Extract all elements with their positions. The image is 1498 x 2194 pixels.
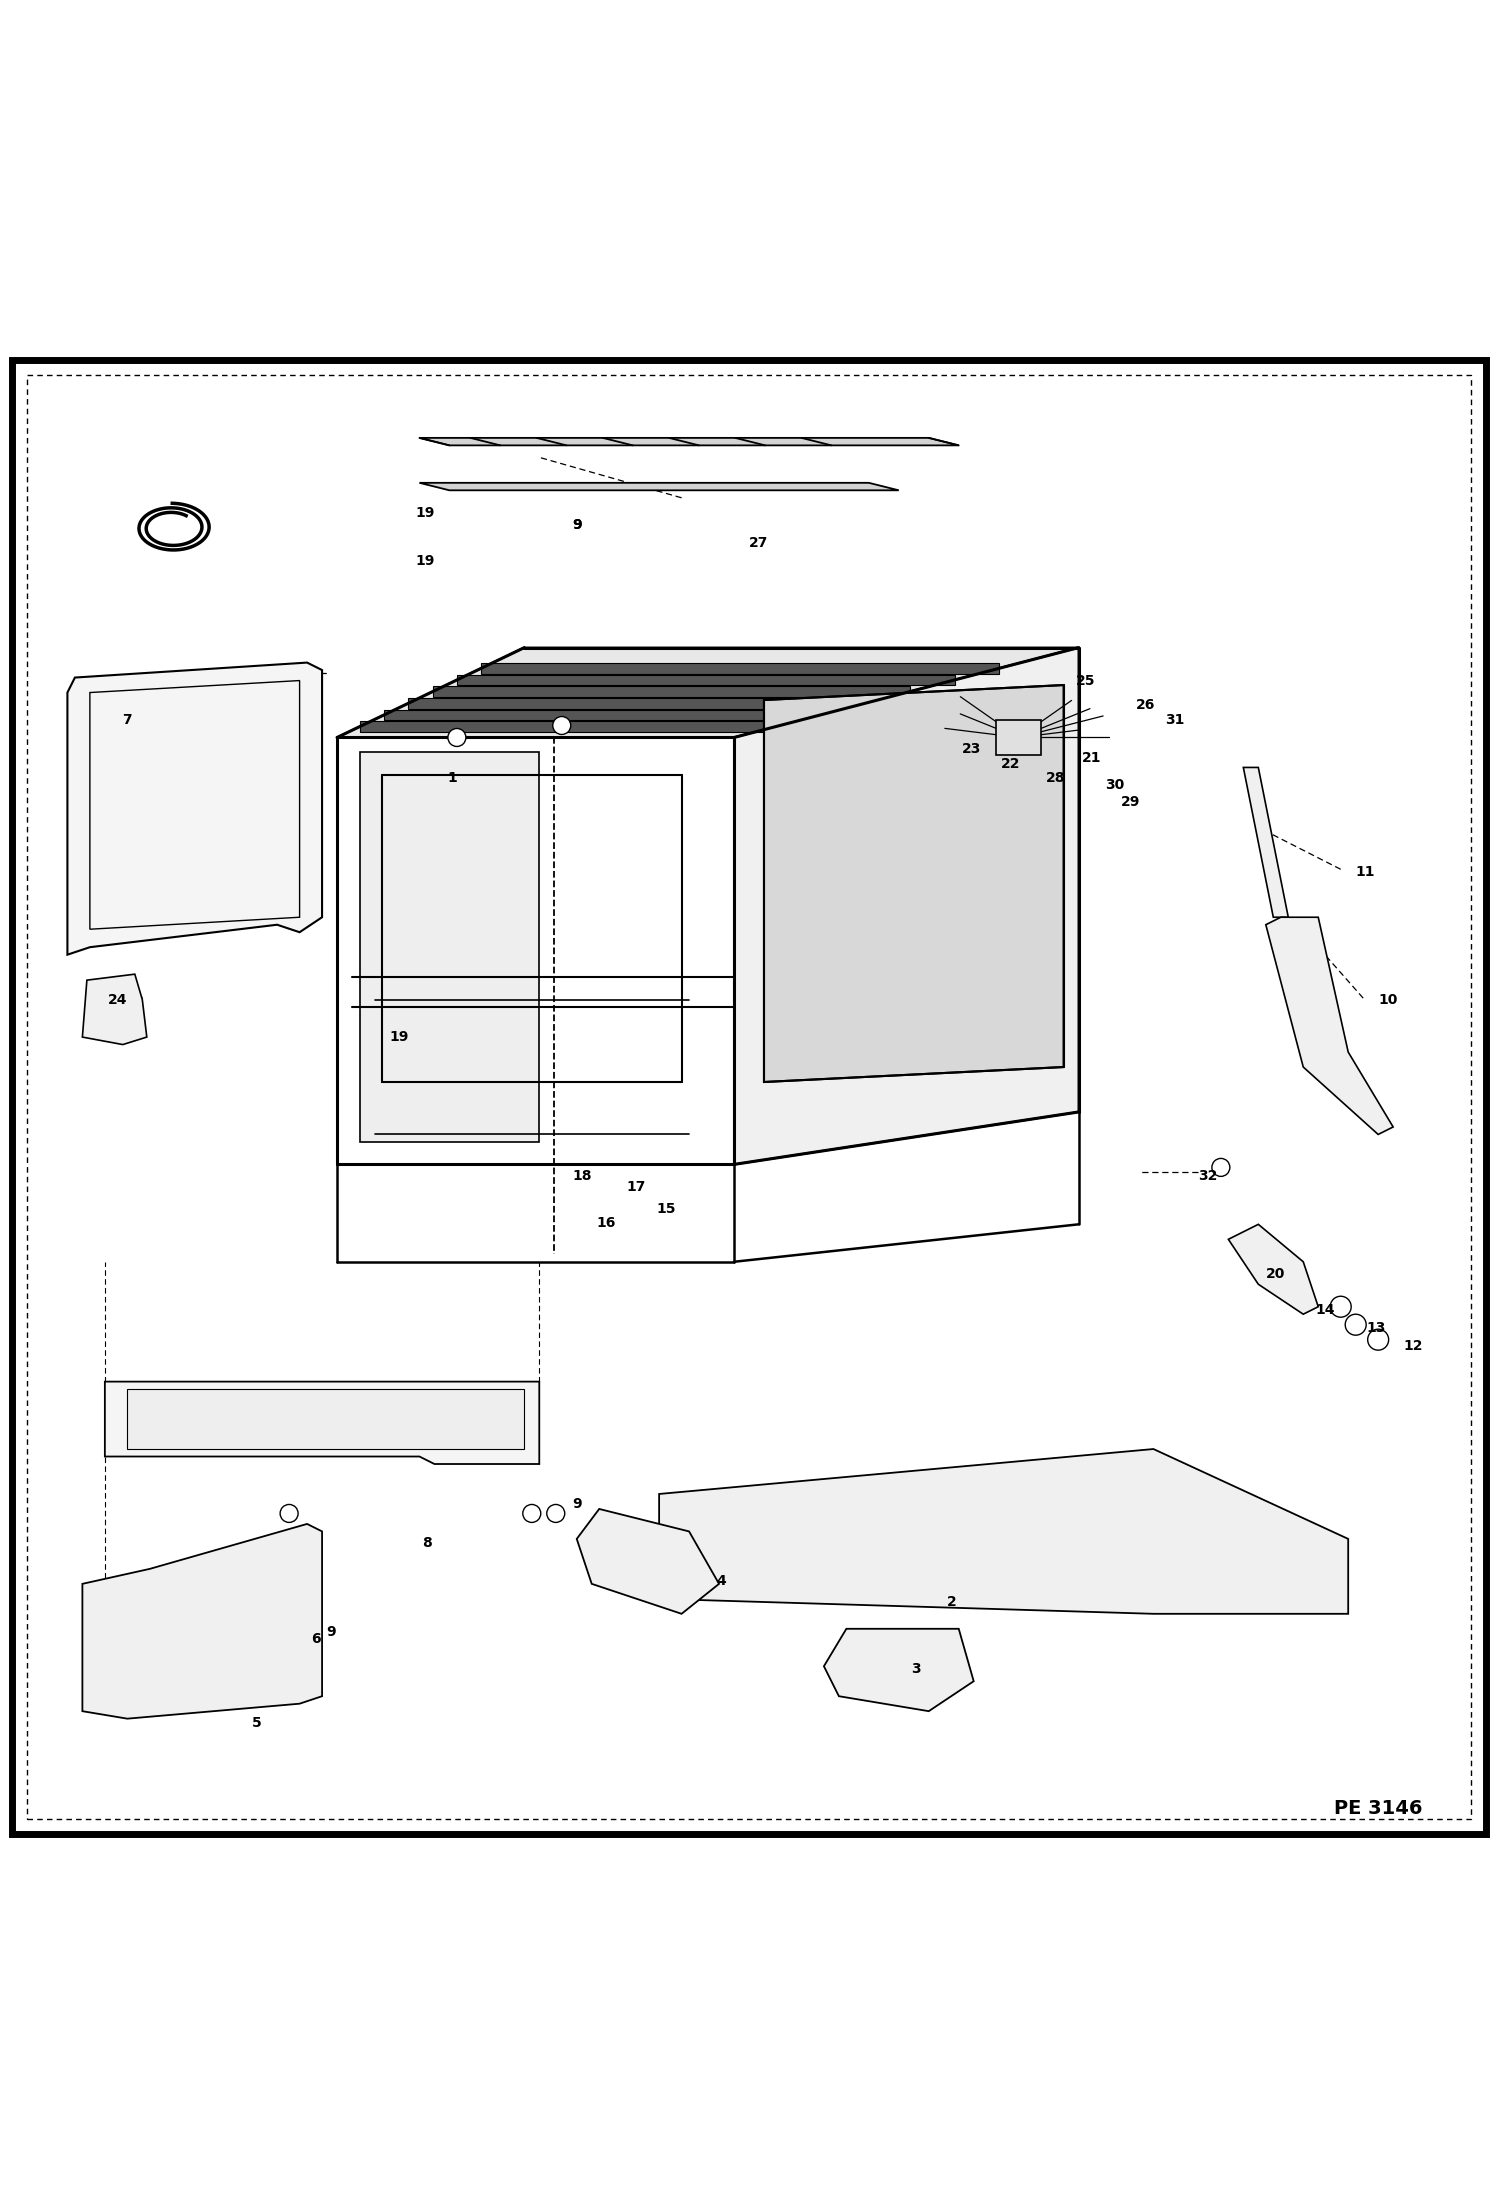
Polygon shape (419, 439, 959, 445)
Text: 16: 16 (596, 1215, 616, 1231)
Text: 32: 32 (1198, 1169, 1218, 1183)
Text: 30: 30 (1106, 779, 1125, 792)
Text: 19: 19 (415, 507, 434, 520)
Text: 2: 2 (947, 1595, 957, 1608)
Circle shape (1330, 1297, 1351, 1316)
Polygon shape (659, 1448, 1348, 1615)
Text: 3: 3 (911, 1663, 920, 1676)
Polygon shape (824, 1628, 974, 1711)
Polygon shape (481, 663, 999, 674)
Polygon shape (433, 687, 909, 698)
Circle shape (523, 1505, 541, 1523)
Text: 29: 29 (1121, 794, 1140, 810)
Text: 9: 9 (572, 1499, 581, 1512)
Text: 19: 19 (389, 1029, 409, 1044)
Polygon shape (1228, 1224, 1318, 1314)
Text: 9: 9 (572, 518, 581, 531)
Text: 6: 6 (312, 1632, 321, 1646)
Text: 19: 19 (415, 553, 434, 568)
Circle shape (553, 717, 571, 735)
Circle shape (448, 728, 466, 746)
Circle shape (1345, 1314, 1366, 1336)
Text: 11: 11 (1356, 864, 1375, 880)
Text: 24: 24 (108, 992, 127, 1007)
Text: 9: 9 (572, 518, 581, 531)
Text: 23: 23 (962, 742, 981, 757)
Text: 8: 8 (422, 1536, 433, 1551)
Polygon shape (419, 483, 899, 489)
Polygon shape (383, 709, 821, 720)
Polygon shape (82, 974, 147, 1044)
Text: 4: 4 (716, 1573, 727, 1588)
Text: 10: 10 (1378, 992, 1398, 1007)
Polygon shape (360, 753, 539, 1141)
Polygon shape (577, 1509, 719, 1615)
Text: 22: 22 (1001, 757, 1020, 772)
Text: 13: 13 (1366, 1321, 1386, 1334)
Text: 17: 17 (626, 1180, 646, 1194)
Text: 14: 14 (1315, 1303, 1335, 1316)
Text: 26: 26 (1135, 698, 1155, 711)
Polygon shape (734, 647, 1079, 1165)
Polygon shape (1243, 768, 1288, 917)
Text: 15: 15 (656, 1202, 676, 1215)
Polygon shape (764, 685, 1064, 1082)
Polygon shape (127, 1389, 524, 1448)
Bar (996, 720, 1041, 755)
Polygon shape (67, 663, 322, 954)
Text: 1: 1 (446, 770, 457, 785)
Polygon shape (337, 647, 1079, 737)
Polygon shape (82, 1525, 322, 1718)
Text: 9: 9 (327, 1626, 336, 1639)
Polygon shape (407, 698, 864, 709)
Polygon shape (105, 1382, 539, 1463)
Circle shape (280, 1505, 298, 1523)
Text: 12: 12 (1404, 1338, 1423, 1354)
Text: 7: 7 (123, 713, 132, 726)
Text: 21: 21 (1082, 753, 1101, 766)
Text: 28: 28 (1046, 770, 1065, 785)
Text: 20: 20 (1266, 1266, 1285, 1281)
Polygon shape (457, 674, 954, 685)
Circle shape (1368, 1330, 1389, 1349)
Circle shape (547, 1505, 565, 1523)
Text: 31: 31 (1165, 713, 1185, 726)
Text: 25: 25 (1076, 674, 1095, 687)
Polygon shape (1266, 917, 1393, 1134)
Polygon shape (360, 722, 776, 733)
Text: 27: 27 (749, 535, 768, 551)
Text: PE 3146: PE 3146 (1333, 1799, 1423, 1819)
Text: 18: 18 (572, 1169, 592, 1183)
Text: 5: 5 (252, 1716, 262, 1731)
Circle shape (1212, 1158, 1230, 1176)
